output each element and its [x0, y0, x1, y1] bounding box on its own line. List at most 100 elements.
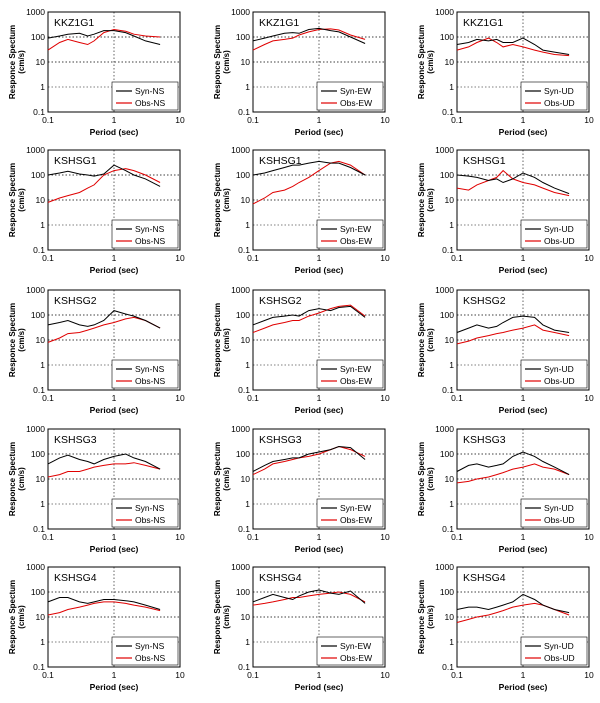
syn-series-line: [47, 164, 161, 187]
y-axis-unit: (cm/s): [17, 328, 26, 352]
y-axis-title: Responce Spectum: [8, 442, 17, 516]
y-axis-unit: (cm/s): [426, 188, 435, 212]
y-tick-label: 100: [236, 587, 250, 597]
obs-series-line: [456, 37, 570, 57]
legend-syn-label: Syn-EW: [340, 224, 371, 234]
legend-syn-label: Syn-EW: [340, 641, 371, 651]
x-tick-label: 10: [380, 115, 390, 125]
station-title: KKZ1G1: [54, 17, 94, 29]
x-tick-label: 0.1: [451, 670, 463, 680]
y-tick-label: 10: [445, 612, 455, 622]
x-tick-label: 10: [380, 393, 390, 403]
x-axis-title: Period (sec): [499, 682, 548, 692]
x-tick-label: 0.1: [42, 115, 54, 125]
y-tick-label: 0.1: [442, 107, 454, 117]
spectrum-panel: 0.1 1 10 100 1000 0.1 1 10 Period (sec) Responce …: [8, 562, 185, 692]
y-tick-label: 100: [440, 170, 454, 180]
y-tick-label: 1: [40, 220, 45, 230]
y-tick-label: 10: [36, 57, 46, 67]
legend-box: [520, 498, 588, 528]
x-tick-label: 1: [521, 253, 526, 263]
spectrum-panel: 0.1 1 10 100 1000 0.1 1 10 Period (sec) Responce …: [417, 285, 594, 415]
y-tick-label: 1000: [231, 424, 250, 434]
legend-obs-label: Obs-NS: [135, 98, 166, 108]
x-tick-label: 0.1: [451, 532, 463, 542]
syn-series-line: [456, 172, 570, 195]
y-tick-label: 0.1: [33, 662, 45, 672]
station-title: KSHSG1: [463, 155, 506, 167]
y-tick-label: 100: [440, 32, 454, 42]
x-tick-label: 1: [112, 115, 117, 125]
y-tick-label: 100: [440, 310, 454, 320]
x-tick-label: 10: [584, 393, 594, 403]
station-title: KKZ1G1: [463, 17, 503, 29]
spectrum-panel: 0.1 1 10 100 1000 0.1 1 10 Period (sec) Responce …: [8, 285, 185, 415]
x-axis-title: Period (sec): [295, 544, 344, 554]
legend-box: [111, 359, 179, 389]
obs-series-line: [47, 28, 161, 51]
y-tick-label: 1000: [435, 285, 454, 295]
legend-box: [316, 81, 384, 111]
spectrum-panel: 0.1 1 10 100 1000 0.1 1 10 Period (sec) Responce …: [8, 424, 185, 554]
syn-series-line: [252, 305, 366, 326]
y-axis-unit: (cm/s): [17, 50, 26, 74]
y-tick-label: 1000: [26, 562, 45, 572]
legend-box: [520, 219, 588, 249]
legend-obs-label: Obs-EW: [340, 98, 372, 108]
x-axis-title: Period (sec): [499, 127, 548, 137]
y-tick-label: 1: [245, 499, 250, 509]
syn-series-line: [47, 30, 161, 45]
x-tick-label: 10: [175, 253, 185, 263]
x-tick-label: 0.1: [247, 670, 259, 680]
y-tick-label: 100: [440, 587, 454, 597]
x-tick-label: 10: [584, 115, 594, 125]
legend-box: [520, 81, 588, 111]
legend-box: [111, 219, 179, 249]
legend-syn-label: Syn-NS: [135, 364, 165, 374]
y-tick-label: 1: [40, 499, 45, 509]
y-tick-label: 1: [449, 499, 454, 509]
y-axis-title: Responce Spectum: [417, 442, 426, 516]
spectrum-panel: 0.1 1 10 100 1000 0.1 1 10 Period (sec) Responce …: [213, 424, 390, 554]
y-tick-label: 0.1: [442, 385, 454, 395]
legend-obs-label: Obs-NS: [135, 376, 166, 386]
obs-series-line: [456, 169, 570, 197]
y-tick-label: 100: [236, 449, 250, 459]
legend-obs-label: Obs-NS: [135, 236, 166, 246]
legend-obs-label: Obs-UD: [544, 376, 575, 386]
y-tick-label: 1: [449, 220, 454, 230]
y-axis-unit: (cm/s): [17, 188, 26, 212]
station-title: KSHSG4: [259, 572, 302, 584]
station-title: KSHSG3: [54, 434, 97, 446]
y-axis-title: Responce Spectum: [8, 25, 17, 99]
legend-syn-label: Syn-UD: [544, 86, 574, 96]
x-tick-label: 10: [175, 532, 185, 542]
x-axis-title: Period (sec): [90, 265, 139, 275]
y-tick-label: 0.1: [33, 245, 45, 255]
syn-series-line: [252, 445, 366, 472]
station-title: KSHSG3: [259, 434, 302, 446]
legend-box: [316, 359, 384, 389]
x-tick-label: 10: [380, 532, 390, 542]
x-axis-title: Period (sec): [499, 405, 548, 415]
x-tick-label: 1: [112, 670, 117, 680]
y-tick-label: 0.1: [442, 245, 454, 255]
syn-series-line: [456, 593, 570, 614]
x-axis-title: Period (sec): [90, 127, 139, 137]
y-tick-label: 0.1: [33, 524, 45, 534]
obs-series-line: [47, 601, 161, 616]
legend-obs-label: Obs-EW: [340, 653, 372, 663]
y-tick-label: 100: [31, 32, 45, 42]
x-tick-label: 1: [317, 670, 322, 680]
y-axis-title: Responce Spectum: [8, 163, 17, 237]
x-tick-label: 0.1: [451, 253, 463, 263]
legend-obs-label: Obs-EW: [340, 376, 372, 386]
y-tick-label: 1000: [231, 285, 250, 295]
y-tick-label: 10: [36, 612, 46, 622]
y-axis-unit: (cm/s): [222, 328, 231, 352]
legend-box: [520, 359, 588, 389]
y-axis-title: Responce Spectum: [8, 580, 17, 654]
y-tick-label: 1000: [26, 145, 45, 155]
x-tick-label: 10: [584, 253, 594, 263]
y-tick-label: 10: [241, 335, 251, 345]
